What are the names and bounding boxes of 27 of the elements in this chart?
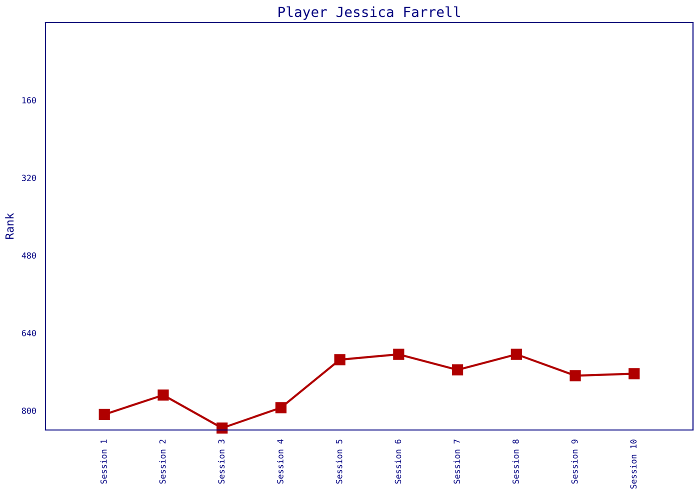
- point: [98, 408, 110, 420]
- x-tick-label: Session 8: [512, 440, 519, 484]
- x-tick-label: Session 6: [394, 440, 402, 484]
- point: [275, 402, 287, 414]
- x-tick-label: Session 10: [630, 440, 637, 489]
- y-tick-label: 800: [22, 408, 36, 414]
- x-tick-label: Session 1: [100, 440, 107, 484]
- point: [452, 364, 464, 376]
- y-tick-label: 640: [22, 330, 36, 336]
- point: [628, 368, 640, 380]
- point: [158, 390, 169, 401]
- y-tick-label: 320: [22, 174, 36, 182]
- point: [334, 354, 346, 366]
- x-tick-label: Session 3: [218, 440, 225, 484]
- x-tick-label: Session 5: [336, 440, 342, 484]
- point: [216, 422, 228, 434]
- point: [570, 370, 581, 382]
- point: [510, 348, 522, 360]
- x-tick-label: Session 9: [571, 440, 578, 484]
- y-tick-label: 480: [22, 252, 36, 259]
- chart-title: Player Jessica Farrell: [278, 6, 460, 20]
- y-axis-title: Rank: [5, 213, 14, 239]
- x-tick-label: Session 2: [159, 440, 166, 484]
- y-tick-label: 160: [22, 97, 36, 104]
- x-tick-label: Session 7: [454, 440, 460, 484]
- point: [393, 348, 404, 360]
- x-tick-label: Session 4: [276, 439, 284, 484]
